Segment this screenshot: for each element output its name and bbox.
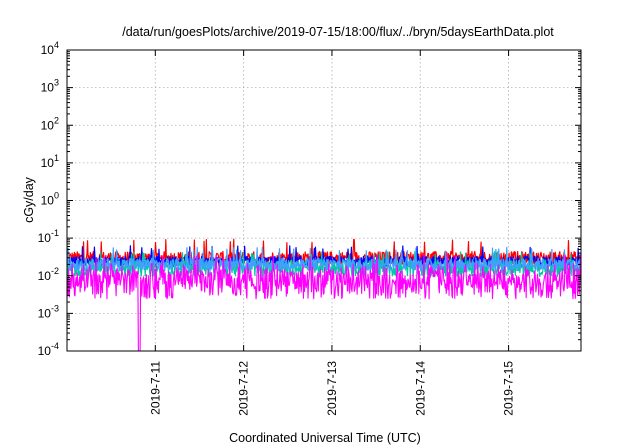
y-tick-label: 104 — [41, 40, 59, 57]
grid-layer — [67, 50, 581, 351]
y-axis-label: cGy/day — [22, 176, 36, 223]
series-line — [66, 246, 582, 272]
x-tick-label: 2019-7-14 — [413, 361, 427, 416]
plot-frame — [66, 49, 582, 352]
x-tick-label: 2019-7-11 — [148, 361, 162, 415]
x-axis-label: Coordinated Universal Time (UTC) — [229, 431, 421, 445]
y-tick-label: 10-2 — [38, 266, 59, 283]
y-tick-label: 10-4 — [38, 341, 59, 358]
y-tick-label: 103 — [41, 78, 59, 95]
series-line — [66, 253, 582, 352]
chart-title: /data/run/goesPlots/archive/2019-07-15/1… — [122, 25, 554, 39]
ticks-layer: 10-4 10-3 10-2 10-1 100 101 102 103 104 2019-7-11… — [38, 40, 581, 416]
x-tick-label: 2019-7-13 — [325, 361, 339, 416]
y-tick-label: 100 — [41, 191, 59, 208]
x-tick-label: 2019-7-12 — [237, 361, 251, 416]
x-tick-label: 2019-7-15 — [502, 361, 516, 416]
series-layer — [66, 238, 582, 352]
y-tick-label: 10-3 — [38, 303, 59, 320]
y-tick-label: 102 — [41, 115, 59, 132]
y-tick-label: 101 — [41, 153, 59, 170]
y-tick-label: 10-1 — [38, 228, 59, 245]
